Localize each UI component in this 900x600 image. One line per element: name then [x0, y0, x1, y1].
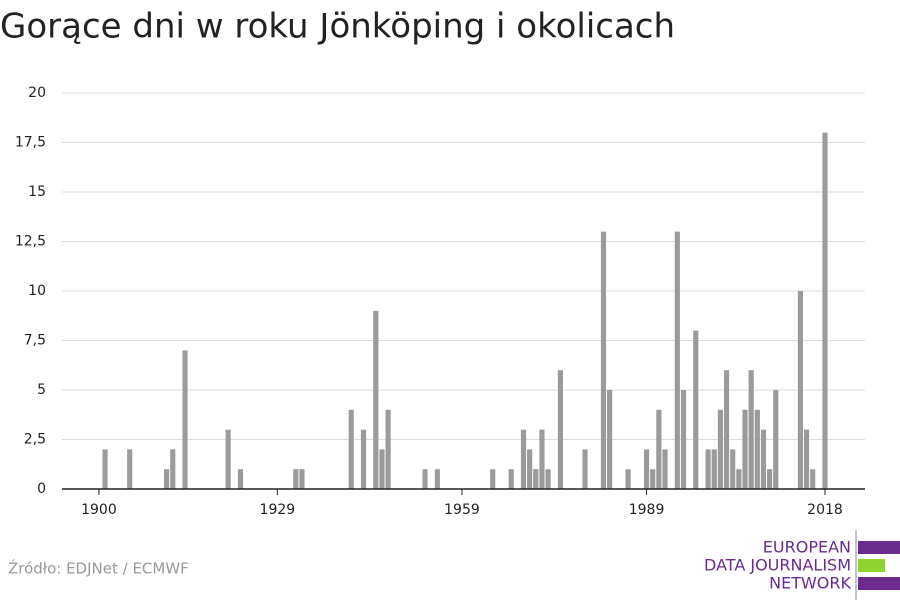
- bar: [803, 429, 810, 489]
- bar: [225, 429, 231, 489]
- bar: [760, 429, 767, 489]
- y-tick-label: 12,5: [15, 234, 46, 250]
- x-tick-label: 1989: [629, 502, 665, 518]
- bar: [539, 429, 545, 489]
- bar: [557, 370, 563, 489]
- bar: [600, 231, 607, 489]
- bar: [705, 449, 711, 489]
- y-tick-label: 17,5: [15, 135, 46, 151]
- bar: [742, 409, 748, 489]
- bar: [662, 449, 668, 489]
- bar: [422, 469, 428, 489]
- y-tick-label: 2,5: [24, 432, 46, 448]
- logo-text: EUROPEAN: [763, 538, 851, 557]
- y-tick-label: 7,5: [24, 333, 46, 349]
- bar: [748, 370, 754, 489]
- bar: [754, 409, 760, 489]
- bar: [797, 291, 803, 489]
- bar: [680, 390, 687, 489]
- bar: [693, 330, 699, 489]
- x-tick-label: 1959: [444, 502, 480, 518]
- y-tick-label: 0: [37, 481, 46, 497]
- bar: [127, 449, 133, 489]
- x-tick-label: 2018: [807, 502, 843, 518]
- logo-bar: [858, 541, 900, 554]
- bar: [527, 449, 533, 489]
- bar: [237, 469, 244, 489]
- bar: [164, 469, 170, 489]
- bar: [533, 469, 539, 489]
- bar: [293, 469, 299, 489]
- bar: [822, 132, 828, 489]
- logo-text: NETWORK: [769, 574, 851, 593]
- x-tick-label: 1929: [260, 502, 296, 518]
- bar: [299, 469, 305, 489]
- bar: [182, 350, 188, 489]
- bar: [348, 409, 354, 489]
- logo-bar: [858, 577, 900, 590]
- bar: [643, 449, 650, 489]
- bar: [434, 469, 440, 489]
- y-tick-label: 15: [28, 184, 46, 200]
- bar: [810, 469, 816, 489]
- bar: [650, 469, 656, 489]
- y-tick-label: 5: [37, 382, 46, 398]
- bar: [773, 390, 779, 489]
- bar: [674, 231, 680, 489]
- bar: [730, 449, 736, 489]
- bar: [545, 469, 551, 489]
- bar: [360, 429, 367, 489]
- bar: [102, 449, 108, 489]
- y-tick-label: 20: [28, 85, 46, 101]
- bar: [717, 409, 723, 489]
- y-tick-label: 10: [28, 283, 46, 299]
- chart-title: Gorące dni w roku Jönköping i okolicach: [0, 7, 675, 47]
- bar: [379, 449, 385, 489]
- bar: [385, 409, 391, 489]
- bar: [490, 469, 496, 489]
- x-tick-label: 1900: [81, 502, 117, 518]
- bar: [656, 409, 662, 489]
- bar: [607, 390, 613, 489]
- bar: [736, 469, 742, 489]
- logo-bar: [858, 559, 885, 572]
- source: Źródło: EDJNet / ECMWF: [8, 559, 189, 578]
- bar: [170, 449, 176, 489]
- bar: [767, 469, 773, 489]
- logo: EUROPEAN DATA JOURNALISM NETWORK: [704, 530, 900, 600]
- logo-text: DATA JOURNALISM: [704, 556, 851, 575]
- bar: [520, 429, 527, 489]
- bar: [711, 449, 717, 489]
- bar: [582, 449, 588, 489]
- bar: [723, 370, 730, 489]
- bar: [508, 469, 514, 489]
- bar: [625, 469, 631, 489]
- bar: [373, 310, 379, 489]
